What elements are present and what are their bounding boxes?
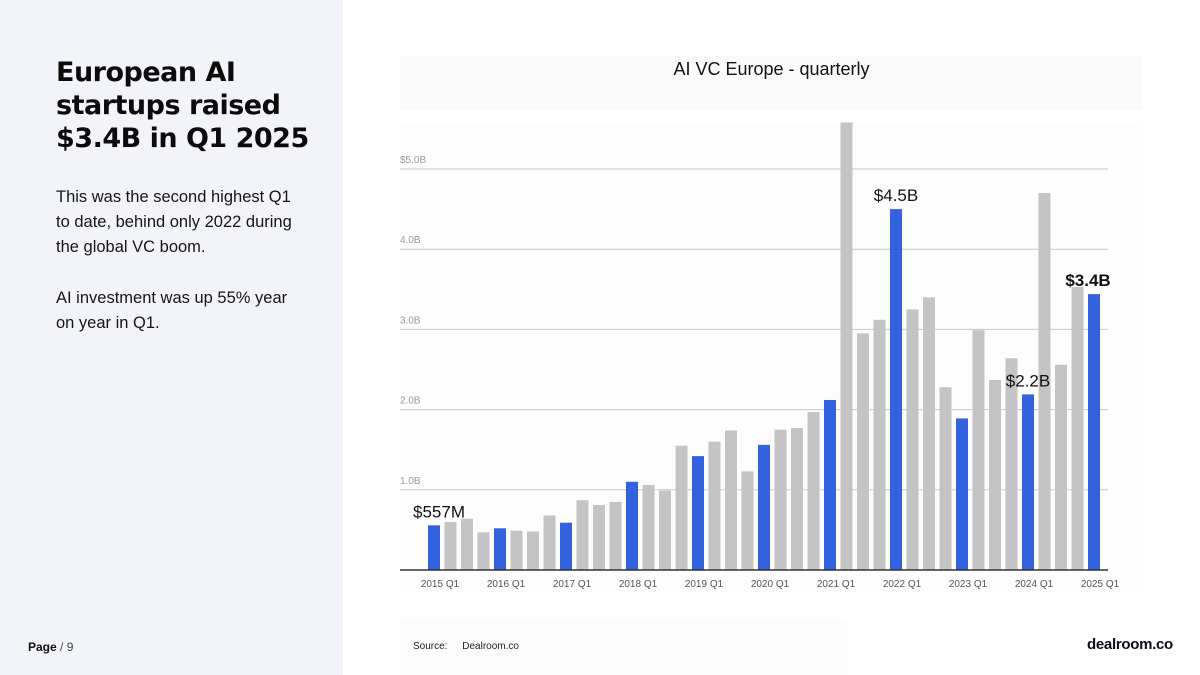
bar: [824, 399, 836, 570]
bar: [1055, 364, 1067, 570]
x-tick-label: 2019 Q1: [685, 579, 724, 590]
axes: 1.0B 2.0B 3.0B 4.0B $5.0B 2015 Q1 2016 Q1 2017 …: [400, 155, 1120, 590]
x-tick-label: 2016 Q1: [487, 579, 526, 590]
x-tick-label: 2025 Q1: [1081, 579, 1120, 590]
summary-paragraph-1: This was the second highest Q1 to date, …: [56, 188, 292, 256]
x-tick-label: 2015 Q1: [421, 579, 460, 590]
x-tick-label: 2023 Q1: [949, 579, 988, 590]
bar: [939, 387, 952, 570]
slide-headline: European AI startups raised $3.4B in Q1 …: [56, 57, 309, 154]
bars: [428, 122, 1100, 570]
bar: [527, 531, 539, 570]
chart-title-box: AI VC Europe - quarterly: [400, 56, 1143, 110]
bar: [692, 456, 704, 570]
bar: [758, 444, 770, 570]
page-total: / 9: [60, 640, 74, 654]
dealroom-logo: dealroom.co: [1087, 636, 1173, 653]
bar: [1038, 193, 1051, 570]
bar: [989, 379, 1001, 570]
chart-background: [400, 122, 1143, 592]
data-label: $557M: [413, 502, 465, 521]
bar: [972, 330, 985, 570]
bar: [1005, 358, 1018, 570]
bar: [576, 500, 589, 570]
x-tick-label: 2017 Q1: [553, 579, 592, 590]
chart-title: AI VC Europe - quarterly: [673, 59, 870, 79]
bar: [1022, 394, 1034, 570]
summary-paragraph-2: AI investment was up 55% year on year in…: [56, 289, 288, 332]
bar: [890, 209, 902, 570]
bar-chart: 1.0B 2.0B 3.0B 4.0B $5.0B 2015 Q1 2016 Q1 2017 …: [400, 122, 1120, 590]
bar: [609, 501, 622, 570]
bar: [1088, 294, 1100, 570]
bar: [1071, 286, 1084, 570]
bar: [477, 532, 490, 570]
y-tick-label: 1.0B: [400, 476, 421, 487]
bar: [956, 418, 968, 570]
source-note: Source: Dealroom.co: [413, 641, 519, 652]
bar: [642, 484, 655, 570]
page-number: Page / 9: [28, 640, 73, 654]
annotations: $557M $4.5B $2.2B $3.4B: [413, 186, 1111, 521]
y-tick-label: 3.0B: [400, 315, 421, 326]
data-label: $2.2B: [1006, 371, 1050, 390]
bar: [428, 525, 440, 570]
bar: [494, 528, 506, 570]
x-tick-label: 2020 Q1: [751, 579, 790, 590]
bar: [741, 471, 754, 570]
bar: [923, 297, 935, 570]
y-tick-label: $5.0B: [400, 155, 426, 166]
gridlines: [400, 168, 1108, 491]
data-label: $3.4B: [1065, 271, 1110, 290]
bar: [774, 429, 787, 570]
page-label: Page: [28, 640, 57, 654]
bar: [543, 515, 556, 570]
bar: [626, 481, 638, 570]
y-tick-label: 2.0B: [400, 396, 421, 407]
bar: [840, 122, 853, 570]
source-label: Source:: [413, 641, 448, 652]
x-tick-label: 2022 Q1: [883, 579, 922, 590]
bar: [906, 309, 919, 570]
bar: [659, 490, 671, 570]
bar: [725, 430, 737, 570]
bar: [708, 441, 721, 570]
x-tick-label: 2024 Q1: [1015, 579, 1054, 590]
bar: [791, 428, 803, 570]
bar: [444, 521, 457, 570]
bar: [560, 522, 572, 570]
x-tick-label: 2018 Q1: [619, 579, 658, 590]
y-tick-label: 4.0B: [400, 235, 421, 246]
left-panel: [0, 0, 343, 675]
x-tick-label: 2021 Q1: [817, 579, 856, 590]
data-label: $4.5B: [874, 186, 918, 205]
source-box: [400, 618, 847, 675]
bar: [593, 505, 605, 570]
source-value: Dealroom.co: [462, 641, 519, 652]
bar: [461, 518, 473, 570]
bar: [873, 319, 886, 570]
bar: [675, 445, 688, 570]
bar: [510, 530, 523, 570]
bar: [807, 412, 820, 570]
bar: [857, 333, 869, 570]
